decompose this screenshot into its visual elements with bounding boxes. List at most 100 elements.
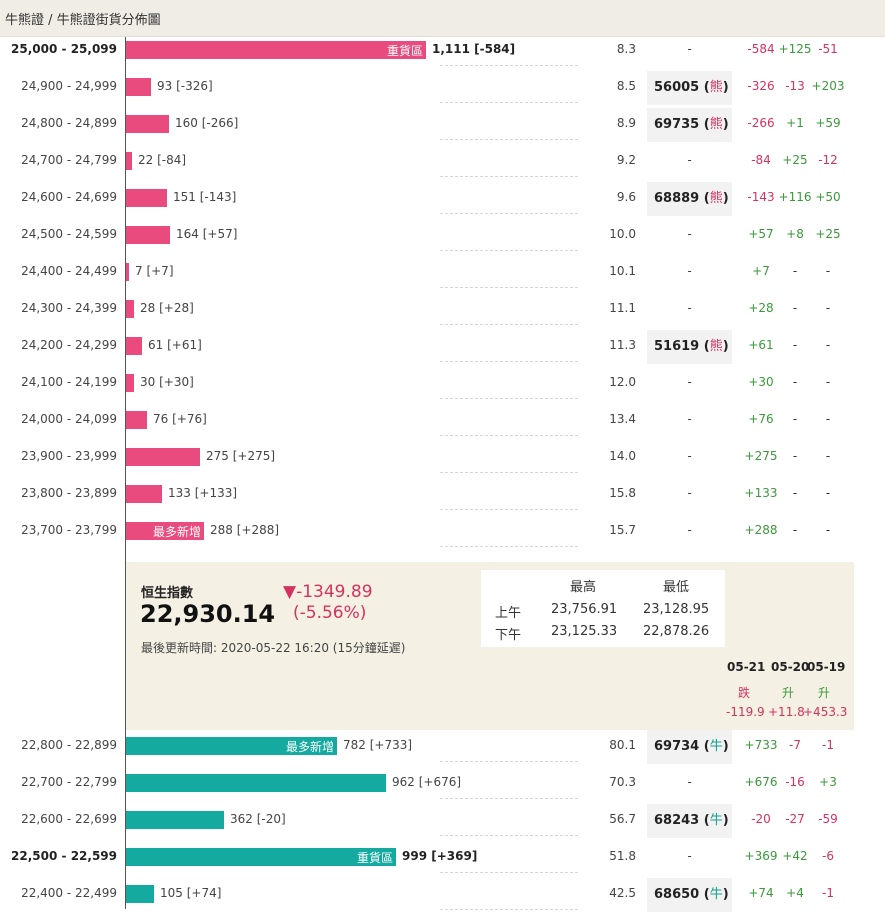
table-row[interactable]: 24,100 - 24,199 30 [+30] 12.0 - +30 - -: [0, 365, 885, 402]
table-row[interactable]: 24,300 - 24,399 28 [+28] 11.1 - +28 - -: [0, 291, 885, 328]
row-divider: [440, 435, 578, 436]
daily-change: -: [825, 301, 831, 315]
daily-change: -: [825, 412, 831, 426]
volume-bar[interactable]: [126, 448, 200, 466]
table-row[interactable]: 24,200 - 24,299 61 [+61] 11.3 51619 (熊) +61 -…: [0, 328, 885, 365]
row-divider: [440, 761, 578, 762]
warrant-code-number[interactable]: 51619: [654, 339, 700, 354]
table-row[interactable]: 22,600 - 22,699 362 [-20] 56.7 68243 (牛) -20…: [0, 802, 885, 839]
table-row[interactable]: 23,800 - 23,899 133 [+133] 15.8- +133- -: [0, 476, 885, 513]
warrant-code[interactable]: 69734 (牛): [647, 730, 732, 764]
daily-change: -: [792, 264, 798, 278]
volume-bar[interactable]: 重貨區: [126, 41, 426, 59]
table-row[interactable]: 24,400 - 24,499 7 [+7] 10.1 - +7 - -: [0, 254, 885, 291]
row-divider: [440, 139, 578, 140]
table-row[interactable]: 25,000 - 25,099 重貨區 1,111 [-584] 8.3 - -584 +1…: [0, 32, 885, 69]
daily-change: +733: [744, 738, 778, 752]
table-row[interactable]: 24,500 - 24,599 164 [+57] 10.0 - +57 +8 +25: [0, 217, 885, 254]
daily-change: -143: [747, 190, 775, 204]
daily-change: +50: [815, 190, 841, 204]
daily-change: -12: [818, 153, 838, 167]
strike-range: 24,700 - 24,799: [21, 153, 117, 167]
warrant-code-number[interactable]: 69735: [654, 117, 700, 132]
warrant-code-number[interactable]: 69734: [654, 739, 700, 754]
strike-range: 25,000 - 25,099: [11, 42, 117, 56]
table-row[interactable]: 22,400 - 22,499 105 [+74] 42.5 68650 (牛) +74…: [0, 876, 885, 913]
volume-bar[interactable]: [126, 411, 147, 429]
daily-change: -: [825, 486, 831, 500]
volume-count: 151 [-143]: [173, 190, 237, 204]
strike-range: 24,000 - 24,099: [21, 412, 117, 426]
volume-bar[interactable]: [126, 811, 224, 829]
daily-change: +3: [819, 775, 837, 789]
daily-change: +76: [748, 412, 774, 426]
table-row[interactable]: 24,800 - 24,899 160 [-266] 8.9 69735 (熊) -26…: [0, 106, 885, 143]
volume-bar[interactable]: [126, 485, 162, 503]
distance-pct: 14.0: [609, 449, 636, 463]
volume-count: 164 [+57]: [176, 227, 238, 241]
warrant-code-number[interactable]: 68889: [654, 191, 700, 206]
daily-change: -59: [818, 812, 838, 826]
distance-pct: 15.7: [609, 523, 636, 537]
index-value: 22,930.14: [140, 600, 276, 628]
table-row[interactable]: 24,700 - 24,799 22 [-84] 9.2 - -84 +25 -12: [0, 143, 885, 180]
table-row[interactable]: 24,600 - 24,699 151 [-143] 9.6 68889 (熊) -14…: [0, 180, 885, 217]
table-row[interactable]: 24,900 - 24,999 93 [-326] 8.5 56005 (熊) -326…: [0, 69, 885, 106]
warrant-code-number[interactable]: 56005: [654, 80, 700, 95]
warrant-code-empty: -: [687, 849, 692, 863]
daily-change: -84: [751, 153, 771, 167]
volume-bar[interactable]: [126, 226, 170, 244]
warrant-code[interactable]: 69735 (熊): [647, 108, 732, 142]
volume-bar[interactable]: [126, 115, 169, 133]
warrant-code[interactable]: 56005 (熊): [647, 71, 732, 105]
daily-change: +288: [744, 523, 778, 537]
daily-change: +25: [815, 227, 841, 241]
warrant-code[interactable]: 68889 (熊): [647, 182, 732, 216]
row-divider: [440, 324, 578, 325]
daily-change: -7: [789, 738, 801, 752]
warrant-code-number[interactable]: 68243: [654, 813, 700, 828]
daily-change: -: [792, 523, 798, 537]
volume-bar[interactable]: [126, 152, 132, 170]
volume-bar[interactable]: [126, 263, 129, 281]
history-direction: 升: [782, 686, 795, 700]
volume-bar[interactable]: [126, 774, 386, 792]
daily-change: -: [792, 449, 798, 463]
volume-count: 22 [-84]: [138, 153, 187, 167]
volume-bar[interactable]: [126, 885, 154, 903]
volume-count: 288 [+288]: [210, 523, 280, 537]
volume-bar[interactable]: [126, 374, 134, 392]
warrant-code-empty: -: [687, 486, 692, 500]
warrant-code[interactable]: 68650 (牛): [647, 878, 732, 912]
warrant-code[interactable]: 51619 (熊): [647, 330, 732, 364]
volume-bar[interactable]: 重貨區: [126, 848, 396, 866]
table-row[interactable]: 23,700 - 23,799 最多新增 288 [+288] 15.7- +288- -: [0, 513, 885, 550]
volume-bar[interactable]: [126, 78, 151, 96]
table-row[interactable]: 22,800 - 22,899 最多新增 782 [+733] 80.1 69734 (…: [0, 728, 885, 765]
table-row[interactable]: 23,900 - 23,999 275 [+275] 14.0- +275- -: [0, 439, 885, 476]
volume-count: 782 [+733]: [343, 738, 413, 752]
warrant-code-number[interactable]: 68650: [654, 887, 700, 902]
volume-bar[interactable]: [126, 300, 134, 318]
strike-range: 24,500 - 24,599: [21, 227, 117, 241]
volume-count: 76 [+76]: [153, 412, 207, 426]
volume-bar[interactable]: [126, 337, 142, 355]
warrant-code[interactable]: 68243 (牛): [647, 804, 732, 838]
daily-change: +59: [815, 116, 841, 130]
strike-range: 24,400 - 24,499: [21, 264, 117, 278]
table-row[interactable]: 22,700 - 22,799 962 [+676] 70.3 - +676 -16 +3: [0, 765, 885, 802]
daily-change: -326: [747, 79, 775, 93]
row-divider: [440, 102, 578, 103]
row-divider: [440, 472, 578, 473]
table-row[interactable]: 22,500 - 22,599 重貨區 999 [+369] 51.8 - +369 +42…: [0, 839, 885, 876]
table-row[interactable]: 24,000 - 24,099 76 [+76] 13.4 - +76 - -: [0, 402, 885, 439]
volume-bar[interactable]: 最多新增: [126, 737, 337, 755]
warrant-type: 熊: [709, 117, 723, 132]
daily-change: -: [792, 301, 798, 315]
volume-count: 28 [+28]: [140, 301, 194, 315]
volume-bar[interactable]: 最多新增: [126, 522, 204, 540]
volume-bar[interactable]: [126, 189, 167, 207]
breadcrumb-text[interactable]: 牛熊證 / 牛熊證街貨分佈圖: [5, 13, 161, 28]
history-value: -119.9: [726, 705, 765, 719]
strike-range: 22,500 - 22,599: [11, 849, 117, 863]
